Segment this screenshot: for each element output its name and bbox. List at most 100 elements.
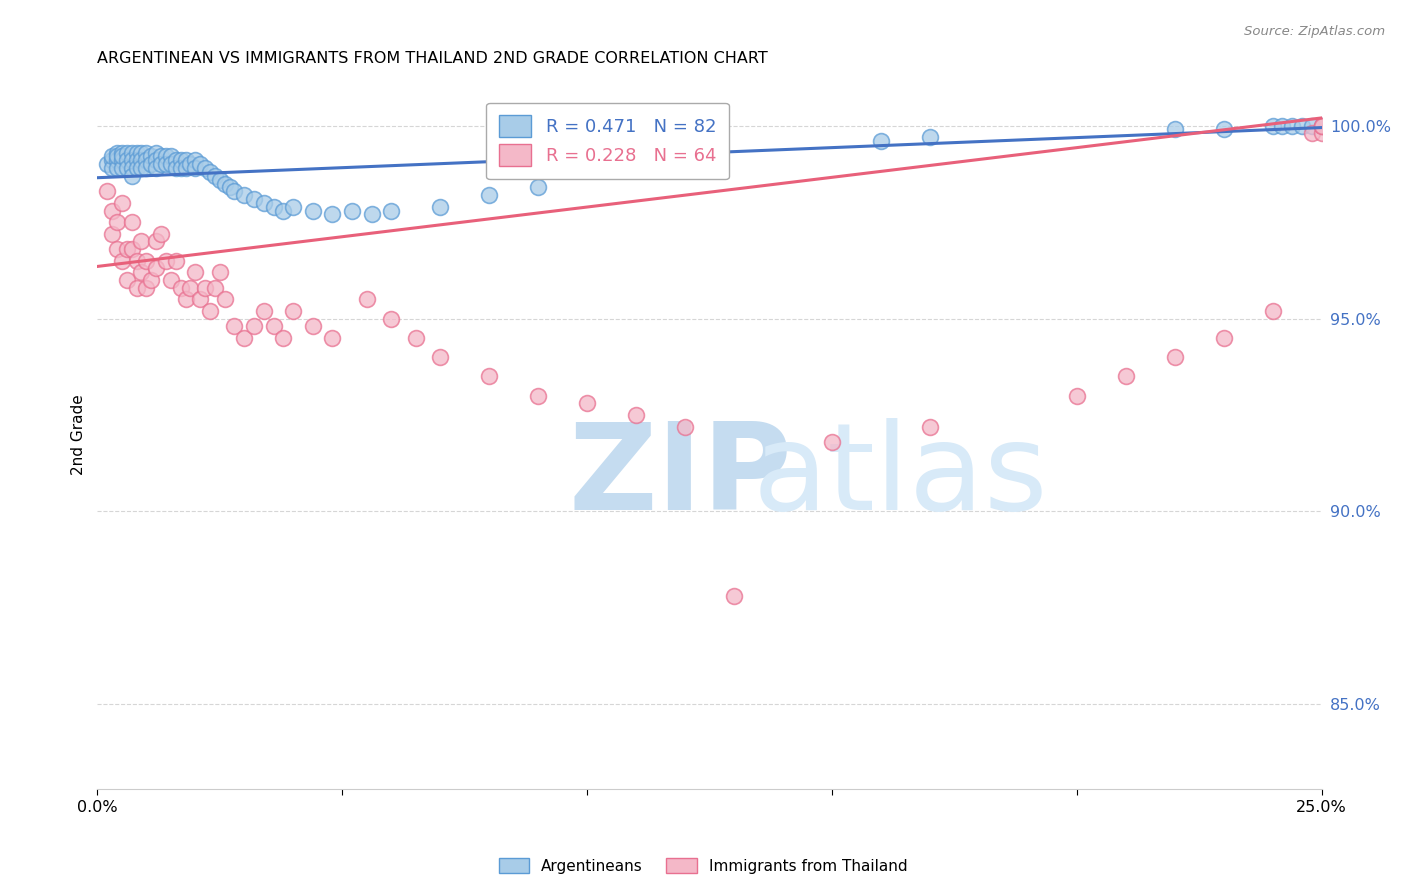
Point xyxy=(1310,119,1333,133)
Point xyxy=(155,149,177,163)
Point xyxy=(1212,331,1234,345)
Point xyxy=(1115,369,1137,384)
Point xyxy=(131,145,153,160)
Point xyxy=(321,207,343,221)
Point xyxy=(204,280,226,294)
Point xyxy=(101,161,124,175)
Point xyxy=(141,273,163,287)
Point xyxy=(159,149,181,163)
Point xyxy=(115,161,138,175)
Point xyxy=(121,153,143,168)
Point xyxy=(145,261,167,276)
Point xyxy=(273,203,295,218)
Point xyxy=(1330,119,1353,133)
Point xyxy=(1281,119,1303,133)
Point xyxy=(194,280,217,294)
Point xyxy=(150,227,173,241)
Point xyxy=(111,149,134,163)
Point xyxy=(1066,389,1088,403)
Point xyxy=(1261,119,1284,133)
Point xyxy=(527,180,550,194)
Point xyxy=(218,180,240,194)
Point xyxy=(576,396,599,410)
Point xyxy=(184,265,207,279)
Point xyxy=(208,172,231,186)
Point xyxy=(1164,350,1187,364)
Point xyxy=(101,149,124,163)
Point xyxy=(131,265,153,279)
Point xyxy=(101,153,124,168)
Point xyxy=(169,153,191,168)
Point xyxy=(96,157,118,171)
Point xyxy=(169,280,191,294)
Point xyxy=(159,273,181,287)
Point xyxy=(188,157,211,171)
Point xyxy=(478,369,501,384)
Point xyxy=(135,253,157,268)
Point xyxy=(145,145,167,160)
Point xyxy=(194,161,217,175)
Text: Source: ZipAtlas.com: Source: ZipAtlas.com xyxy=(1244,25,1385,38)
Point xyxy=(125,253,148,268)
Point xyxy=(135,145,157,160)
Point xyxy=(125,161,148,175)
Point xyxy=(273,331,295,345)
Point xyxy=(870,134,893,148)
Point xyxy=(155,157,177,171)
Point xyxy=(1310,119,1333,133)
Point xyxy=(1310,119,1333,133)
Point xyxy=(115,242,138,256)
Point xyxy=(263,319,285,334)
Point xyxy=(105,153,128,168)
Point xyxy=(135,280,157,294)
Point xyxy=(105,215,128,229)
Text: atlas: atlas xyxy=(752,418,1047,535)
Point xyxy=(624,408,647,422)
Point xyxy=(243,192,266,206)
Point xyxy=(429,350,451,364)
Point xyxy=(478,188,501,202)
Point xyxy=(159,157,181,171)
Point xyxy=(208,265,231,279)
Point xyxy=(135,153,157,168)
Text: ZIP: ZIP xyxy=(568,418,793,535)
Point xyxy=(131,153,153,168)
Point xyxy=(165,161,187,175)
Point xyxy=(174,292,197,306)
Point xyxy=(263,200,285,214)
Point xyxy=(214,177,236,191)
Y-axis label: 2nd Grade: 2nd Grade xyxy=(72,394,86,475)
Point xyxy=(155,253,177,268)
Point xyxy=(96,184,118,198)
Point xyxy=(145,235,167,249)
Point xyxy=(204,169,226,183)
Point xyxy=(253,303,276,318)
Point xyxy=(198,303,221,318)
Point xyxy=(115,153,138,168)
Point xyxy=(105,145,128,160)
Point xyxy=(121,242,143,256)
Point xyxy=(340,203,363,218)
Point xyxy=(198,165,221,179)
Point xyxy=(111,253,134,268)
Point xyxy=(918,419,941,434)
Point xyxy=(111,161,134,175)
Point xyxy=(527,389,550,403)
Point xyxy=(125,153,148,168)
Point xyxy=(111,153,134,168)
Point xyxy=(169,161,191,175)
Point xyxy=(174,153,197,168)
Point xyxy=(174,161,197,175)
Point xyxy=(111,195,134,210)
Point xyxy=(301,319,323,334)
Point xyxy=(1301,119,1323,133)
Point xyxy=(125,145,148,160)
Point xyxy=(105,149,128,163)
Point xyxy=(121,161,143,175)
Point xyxy=(673,419,696,434)
Point xyxy=(105,242,128,256)
Point xyxy=(184,161,207,175)
Point xyxy=(125,280,148,294)
Point xyxy=(723,589,745,603)
Point xyxy=(360,207,382,221)
